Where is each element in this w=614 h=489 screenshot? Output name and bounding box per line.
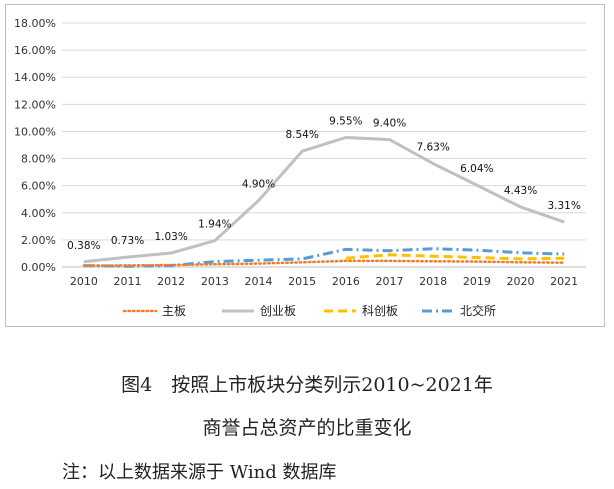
x-tick-label: 2018 xyxy=(419,275,447,288)
x-tick-label: 2021 xyxy=(550,275,578,288)
x-tick-label: 2014 xyxy=(245,275,273,288)
data-label: 6.04% xyxy=(460,163,493,175)
x-tick-label: 2016 xyxy=(332,275,360,288)
legend-label: 创业板 xyxy=(260,304,296,318)
y-tick-label: 2.00% xyxy=(21,234,56,247)
series-line-0 xyxy=(82,259,566,267)
data-label: 7.63% xyxy=(416,142,449,154)
y-tick-label: 10.00% xyxy=(14,125,56,138)
legend-label: 北交所 xyxy=(460,303,496,318)
x-tick-label: 2012 xyxy=(157,275,185,288)
data-label: 4.90% xyxy=(242,179,275,191)
series-line-2 xyxy=(345,253,565,261)
data-label: 9.55% xyxy=(329,116,362,128)
data-label: 9.40% xyxy=(373,118,406,130)
data-label: 8.54% xyxy=(285,129,318,141)
y-tick-label: 18.00% xyxy=(14,17,56,30)
x-tick-label: 2019 xyxy=(463,275,491,288)
y-tick-label: 6.00% xyxy=(21,180,56,193)
legend-label: 科创板 xyxy=(362,304,398,318)
y-tick-label: 14.00% xyxy=(14,71,56,84)
y-tick-label: 0.00% xyxy=(21,261,56,274)
figure-caption-subtitle: 商誉占总资产的比重变化 xyxy=(202,417,412,439)
x-tick-label: 2013 xyxy=(201,275,229,288)
x-tick-label: 2020 xyxy=(507,275,535,288)
data-label: 1.94% xyxy=(198,219,231,231)
chart-frame: 0.00% 2.00% 4.00% 6.00% 8.00% 10.00% 12.00% 14.… xyxy=(5,4,605,327)
figure-caption-title: 图4 按照上市板块分类列示2010~2021年 xyxy=(121,374,493,396)
data-label: 1.03% xyxy=(154,231,187,243)
source-note: 注：以上数据来源于 Wind 数据库 xyxy=(62,462,337,483)
legend-label: 主板 xyxy=(162,304,186,318)
data-label: 0.38% xyxy=(67,240,100,252)
y-tick-label: 16.00% xyxy=(14,44,56,57)
data-label: 4.43% xyxy=(504,185,537,197)
data-label: 3.31% xyxy=(547,200,580,212)
y-tick-label: 12.00% xyxy=(14,98,56,111)
y-tick-label: 4.00% xyxy=(21,207,56,220)
series-line-1 xyxy=(83,136,565,264)
x-tick-label: 2017 xyxy=(376,275,404,288)
x-tick-label: 2015 xyxy=(288,275,316,288)
y-tick-label: 8.00% xyxy=(21,153,56,166)
data-label: 0.73% xyxy=(111,235,144,247)
line-chart: 0.00% 2.00% 4.00% 6.00% 8.00% 10.00% 12.00% 14.… xyxy=(14,17,586,318)
x-tick-label: 2010 xyxy=(70,275,98,288)
x-tick-label: 2011 xyxy=(114,275,142,288)
